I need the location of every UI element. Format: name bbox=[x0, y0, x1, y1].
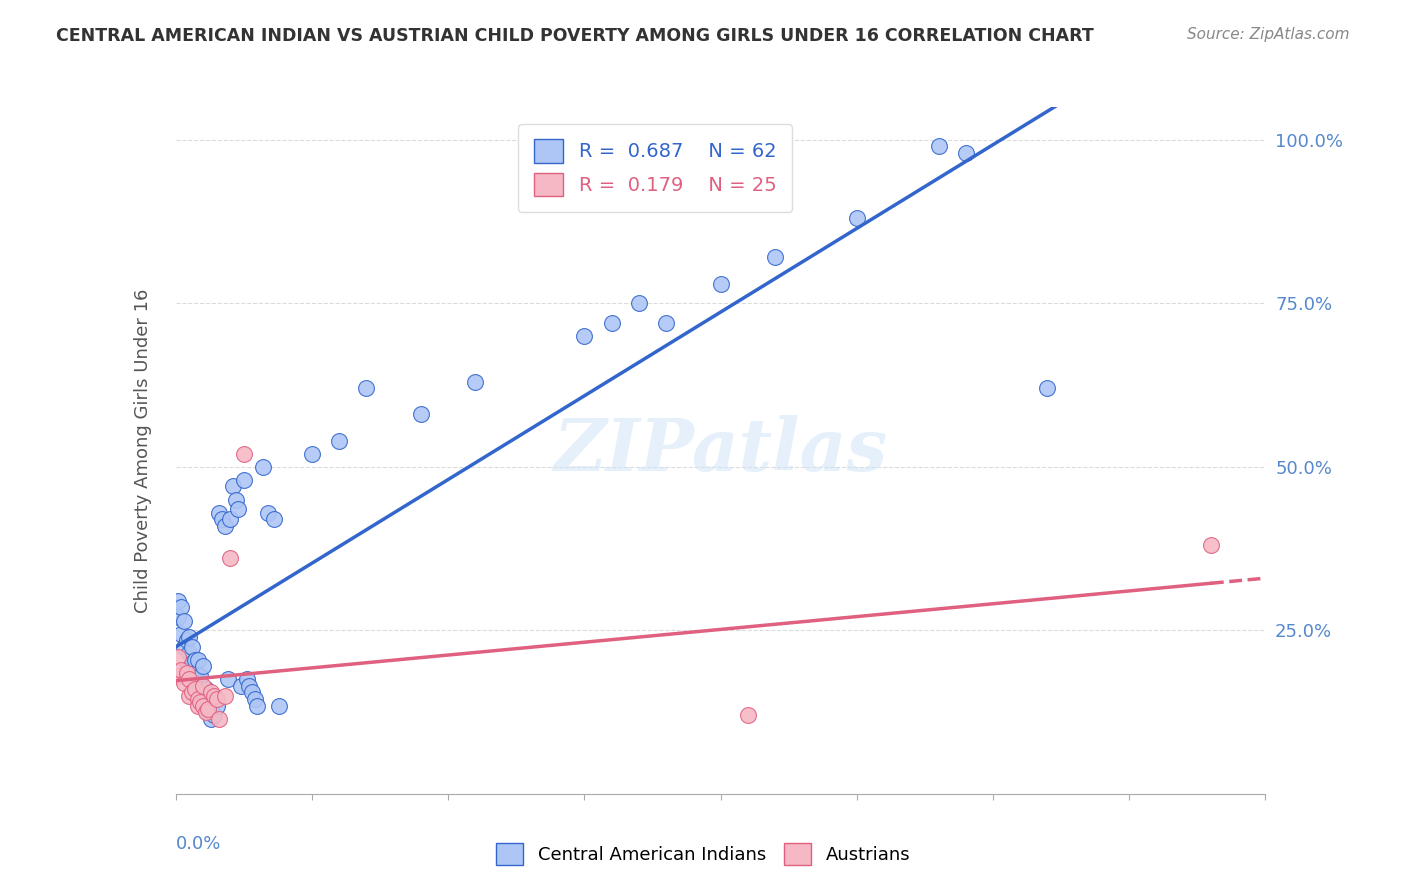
Point bbox=[186, 698, 209, 713]
Point bbox=[202, 689, 225, 703]
Point bbox=[240, 685, 263, 699]
Point bbox=[194, 705, 217, 719]
Point bbox=[179, 689, 201, 703]
Point bbox=[1199, 538, 1222, 552]
Point bbox=[186, 675, 209, 690]
Point bbox=[208, 712, 231, 726]
Point bbox=[225, 492, 247, 507]
Point bbox=[179, 630, 201, 644]
Point bbox=[191, 685, 214, 699]
Point bbox=[170, 626, 193, 640]
Point bbox=[217, 673, 239, 687]
Point bbox=[219, 512, 242, 526]
Point bbox=[197, 705, 219, 719]
Point bbox=[197, 702, 219, 716]
Point bbox=[167, 594, 190, 608]
Point bbox=[186, 653, 209, 667]
Point bbox=[955, 145, 977, 160]
Point bbox=[409, 408, 432, 422]
Point bbox=[269, 698, 291, 713]
Point bbox=[232, 447, 254, 461]
Point bbox=[737, 708, 759, 723]
Point bbox=[243, 692, 266, 706]
Point bbox=[214, 518, 236, 533]
Point bbox=[167, 669, 190, 683]
Point bbox=[231, 679, 253, 693]
Text: Source: ZipAtlas.com: Source: ZipAtlas.com bbox=[1187, 27, 1350, 42]
Point bbox=[928, 139, 950, 153]
Text: ZIPatlas: ZIPatlas bbox=[554, 415, 887, 486]
Point bbox=[197, 695, 219, 709]
Point bbox=[655, 316, 678, 330]
Point bbox=[188, 682, 211, 697]
Point bbox=[219, 551, 242, 566]
Point bbox=[194, 702, 217, 716]
Point bbox=[186, 692, 209, 706]
Point bbox=[257, 506, 280, 520]
Point bbox=[176, 663, 198, 677]
Y-axis label: Child Poverty Among Girls Under 16: Child Poverty Among Girls Under 16 bbox=[134, 288, 152, 613]
Point bbox=[763, 251, 786, 265]
Point bbox=[301, 447, 323, 461]
Point bbox=[1036, 381, 1059, 395]
Point bbox=[246, 698, 269, 713]
Point bbox=[228, 502, 250, 516]
Point bbox=[170, 600, 193, 615]
Point bbox=[464, 375, 486, 389]
Point bbox=[188, 669, 211, 683]
Point bbox=[173, 614, 195, 628]
Point bbox=[191, 659, 214, 673]
Point bbox=[176, 665, 198, 680]
Point bbox=[356, 381, 378, 395]
Point bbox=[184, 682, 207, 697]
Point bbox=[574, 329, 596, 343]
Point bbox=[202, 708, 225, 723]
Point bbox=[170, 663, 193, 677]
Point bbox=[188, 695, 211, 709]
Point bbox=[200, 712, 222, 726]
Point bbox=[222, 479, 245, 493]
Text: CENTRAL AMERICAN INDIAN VS AUSTRIAN CHILD POVERTY AMONG GIRLS UNDER 16 CORRELATI: CENTRAL AMERICAN INDIAN VS AUSTRIAN CHIL… bbox=[56, 27, 1094, 45]
Legend: Central American Indians, Austrians: Central American Indians, Austrians bbox=[486, 834, 920, 874]
Point bbox=[200, 702, 222, 716]
Point bbox=[627, 296, 650, 310]
Point bbox=[181, 656, 204, 670]
Point bbox=[205, 692, 228, 706]
Point bbox=[208, 506, 231, 520]
Point bbox=[235, 673, 257, 687]
Point bbox=[200, 685, 222, 699]
Point bbox=[238, 679, 260, 693]
Point bbox=[181, 640, 204, 654]
Point bbox=[232, 473, 254, 487]
Legend: R =  0.687    N = 62, R =  0.179    N = 25: R = 0.687 N = 62, R = 0.179 N = 25 bbox=[519, 124, 792, 212]
Text: 0.0%: 0.0% bbox=[176, 835, 221, 853]
Point bbox=[179, 646, 201, 660]
Point bbox=[205, 698, 228, 713]
Point bbox=[710, 277, 733, 291]
Point bbox=[600, 316, 623, 330]
Point bbox=[176, 633, 198, 648]
Point bbox=[167, 649, 190, 664]
Point bbox=[214, 689, 236, 703]
Point bbox=[184, 665, 207, 680]
Point bbox=[328, 434, 350, 448]
Point bbox=[184, 653, 207, 667]
Point bbox=[179, 673, 201, 687]
Point bbox=[181, 685, 204, 699]
Point bbox=[211, 512, 233, 526]
Point bbox=[252, 459, 274, 474]
Point bbox=[173, 640, 195, 654]
Point bbox=[173, 675, 195, 690]
Point bbox=[263, 512, 285, 526]
Point bbox=[845, 211, 868, 226]
Point bbox=[194, 682, 217, 697]
Point bbox=[191, 679, 214, 693]
Point bbox=[167, 610, 190, 624]
Point bbox=[191, 698, 214, 713]
